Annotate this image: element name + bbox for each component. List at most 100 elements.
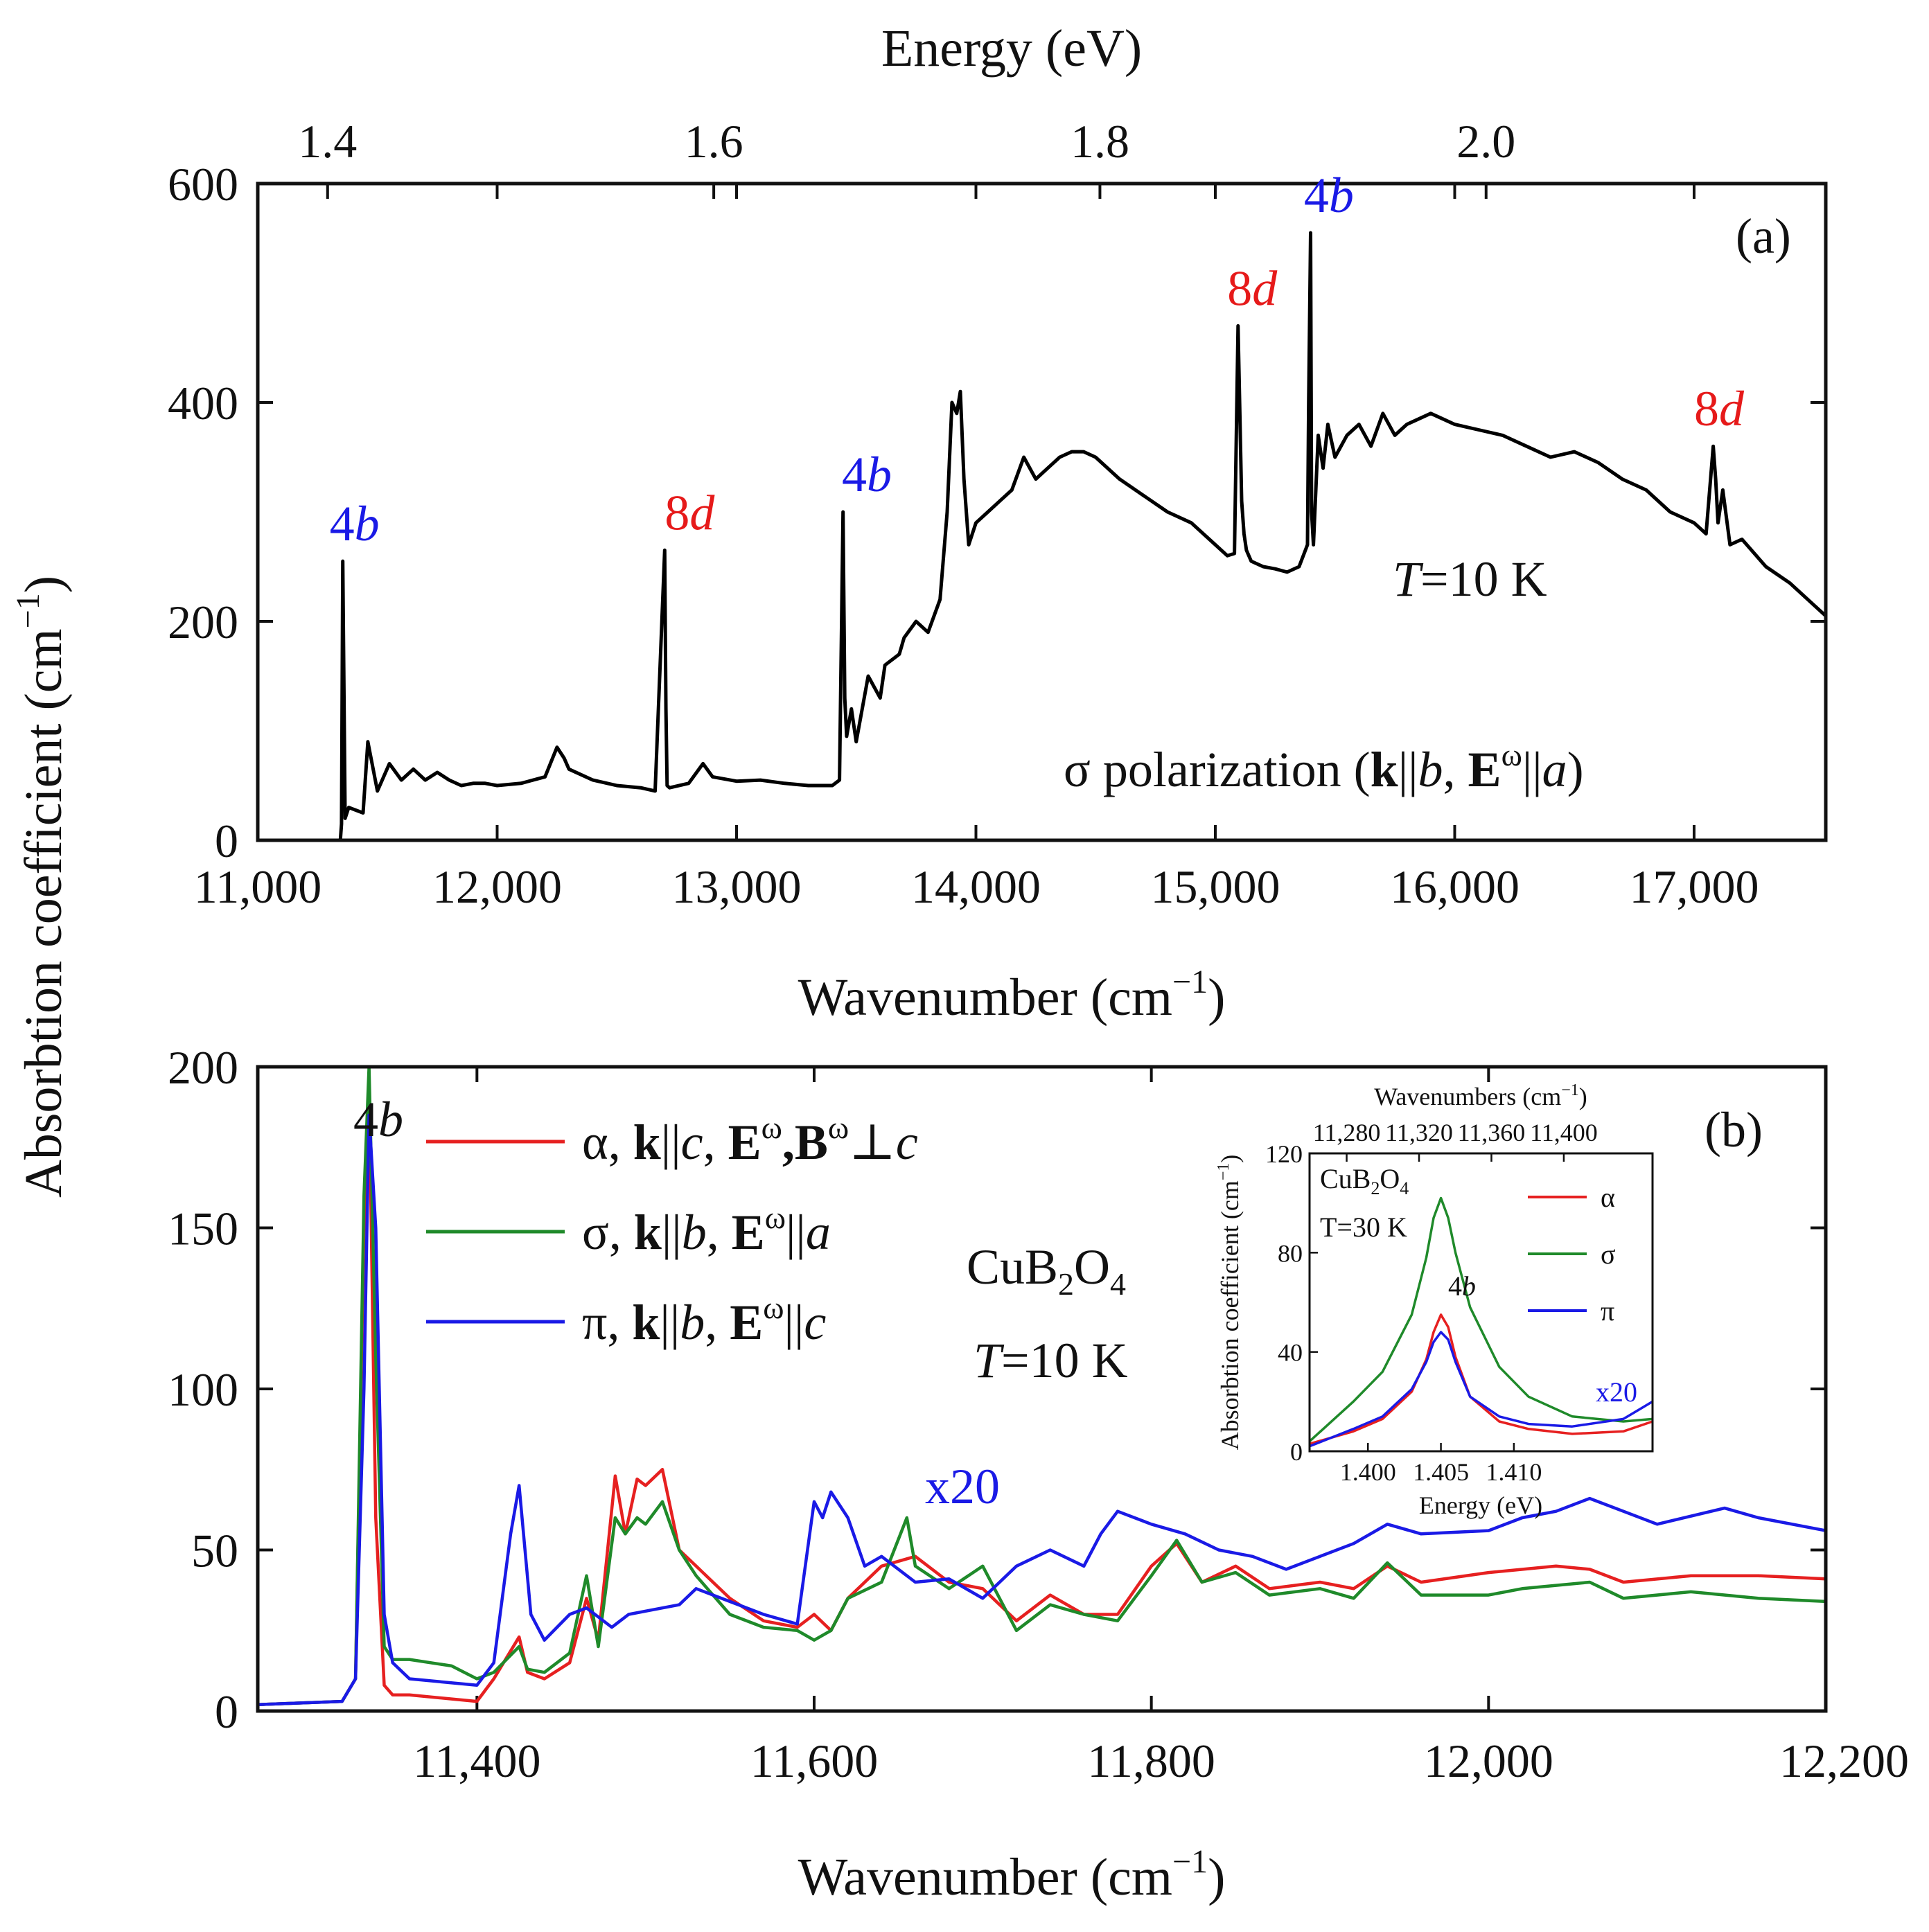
panel-a-x-axis-title-text: Wavenumber (cm [798,968,1172,1027]
panel-a-peak-annotation-num: 4 [1304,168,1329,223]
panel-a-top-axis-title: Energy (eV) [881,19,1142,78]
legend-sigma-comma2: , [707,1205,732,1260]
panel-a-x-axis-title-sup: −1 [1172,964,1208,1000]
legend-sigma-comma: , [609,1205,634,1260]
panel-a-temperature-symbol: T [1393,551,1424,607]
panel-b-y-axis-ticks: 0 50 100 150 200 [168,1041,1826,1738]
inset-temperature: T=30 K [1320,1212,1407,1243]
panel-b: 11,400 11,600 11,800 12,000 12,200 0 50 100 150… [168,1041,1909,1906]
panel-a-peak-annotation-letter: b [867,447,892,502]
panel-a-peak-annotation-num: 8 [1227,260,1252,316]
compound-cub: CuB [967,1239,1058,1295]
legend-pi-k: k [632,1295,660,1350]
panel-b-temperature: T=10 K [974,1333,1128,1388]
panel-b-peak-label-num: 4 [353,1092,378,1147]
legend-alpha-comma: , [608,1115,633,1170]
legend-label-alpha: α, k||c, Eω,Bω⊥c [582,1110,918,1170]
legend-pi-comma: , [607,1295,632,1350]
panel-a-peak-annotation-num: 8 [1694,381,1719,436]
inset-y-axis-title-sup: −1 [1215,1163,1233,1181]
panel-b-peak-label: 4b [353,1092,403,1147]
legend-sigma-par: || [662,1205,682,1260]
legend-alpha-perp: ⊥ [849,1115,896,1170]
inset-compound-sub-2: 2 [1371,1178,1380,1198]
legend-alpha-axis: c [896,1115,918,1170]
panel-a-peak-annotation: 8d [1694,381,1745,436]
panel-b-x-axis-ticks: 11,400 11,600 11,800 12,000 12,200 [413,1067,1909,1787]
panel-a-peak-annotation: 8d [664,485,715,540]
inset-top-axis-title-tail: ) [1579,1083,1587,1110]
legend-pi-axis: c [804,1295,826,1350]
legend-alpha-B: ,B [782,1115,828,1170]
panel-a-pol-omega: ω [1501,737,1522,772]
panel-b-x-axis-title-text: Wavenumber (cm [798,1848,1172,1906]
legend-alpha-comma2: , [703,1115,728,1170]
inset-plot-frame [1308,1152,1654,1453]
panel-a-x-tick-label: 13,000 [671,860,801,913]
panel-a-plot-frame [256,181,1828,842]
panel-b-y-tick-label: 0 [215,1685,238,1738]
panel-b-plot-frame [256,1065,1828,1713]
panel-b-y-tick-label: 150 [168,1203,238,1255]
legend-sigma-omega: ω [765,1200,786,1235]
legend-pi-par: || [660,1295,680,1350]
panel-a-y-tick-label: 0 [215,815,238,867]
panel-a-x-tick-label: 11,000 [194,860,322,913]
panel-b-peak-label-letter: b [378,1092,403,1147]
inset-compound-cub: CuB [1320,1163,1371,1194]
legend-pi-omega: ω [763,1290,784,1325]
panel-b-temperature-value: =10 K [1001,1333,1128,1388]
inset-x-axis-ticks: 1.400 1.405 1.410 [1340,1443,1542,1486]
inset-top-axis-title-text: Wavenumbers (cm [1374,1083,1561,1110]
panel-a-pol-E: E [1468,742,1501,797]
panel-a-sigma-spectrum-line [258,231,1827,842]
compound-sub-2: 2 [1058,1266,1074,1302]
panel-a-top-axis-ticks: 1.4 1.6 1.8 2.0 [298,115,1515,199]
panel-a-y-tick-label: 200 [168,596,238,648]
panel-b-y-tick-label: 200 [168,1041,238,1094]
inset-series-line [1308,1196,1653,1442]
panel-a-peak-annotation-num: 4 [842,447,867,502]
inset-y-tick-label: 0 [1290,1438,1303,1466]
panel-b-compound-label: CuB2O4 [967,1239,1126,1302]
legend-alpha-omega2: ω [828,1110,849,1145]
legend-entry-pi: π, k||b, Eω||c [426,1290,826,1350]
panel-b-series-line [257,1081,1826,1706]
inset-peak-label-num: 4 [1448,1270,1462,1302]
panel-b-x-tick-label: 12,200 [1779,1735,1909,1787]
panel-a-temperature: T=10 K [1393,551,1547,607]
panel-a-pol-k: k [1371,742,1398,797]
inset-legend: ασπ [1528,1182,1616,1327]
panel-a-pol-comma: , [1443,742,1468,797]
panel-b-x-tick-label: 11,600 [750,1735,878,1787]
inset-x-tick-label: 1.400 [1340,1458,1396,1486]
legend-pi-sym: π [582,1295,607,1350]
inset-peak-label-letter: b [1462,1270,1476,1302]
panel-a-peak-annotation: 8d [1227,260,1278,316]
panel-a-top-tick-label: 1.6 [685,115,743,168]
panel-a-peak-annotation: 4b [1304,168,1354,223]
panel-b-x-tick-label: 11,800 [1087,1735,1215,1787]
y-axis-title-tail: ) [15,576,73,593]
panel-a-x-tick-label: 12,000 [432,860,562,913]
panel-a-top-tick-label: 1.8 [1071,115,1129,168]
inset-compound-o: O [1380,1163,1400,1194]
inset-legend-label: π [1601,1295,1614,1327]
panel-a: Energy (eV) 1.4 1.6 1.8 2.0 11,000 12,000 13,… [168,19,1828,1027]
legend-sigma-E: E [732,1205,765,1260]
inset-y-axis-title-text: Absorbtion coefficient (cm [1216,1180,1244,1450]
legend-alpha-kdir: c [681,1115,703,1170]
panel-b-y-tick-label: 100 [168,1363,238,1416]
compound-sub-4: 4 [1110,1266,1126,1302]
inset-series-line [1309,1331,1653,1448]
panel-a-y-axis-ticks: 0 200 400 600 [168,158,1826,867]
panel-b-x-axis-title-sup: −1 [1172,1843,1208,1880]
legend-entry-alpha: α, k||c, Eω,Bω⊥c [426,1110,918,1170]
legend-sigma-kdir: b [682,1205,707,1260]
panel-a-peak-annotation-letter: d [1719,381,1745,436]
legend-pi-E: E [730,1295,763,1350]
